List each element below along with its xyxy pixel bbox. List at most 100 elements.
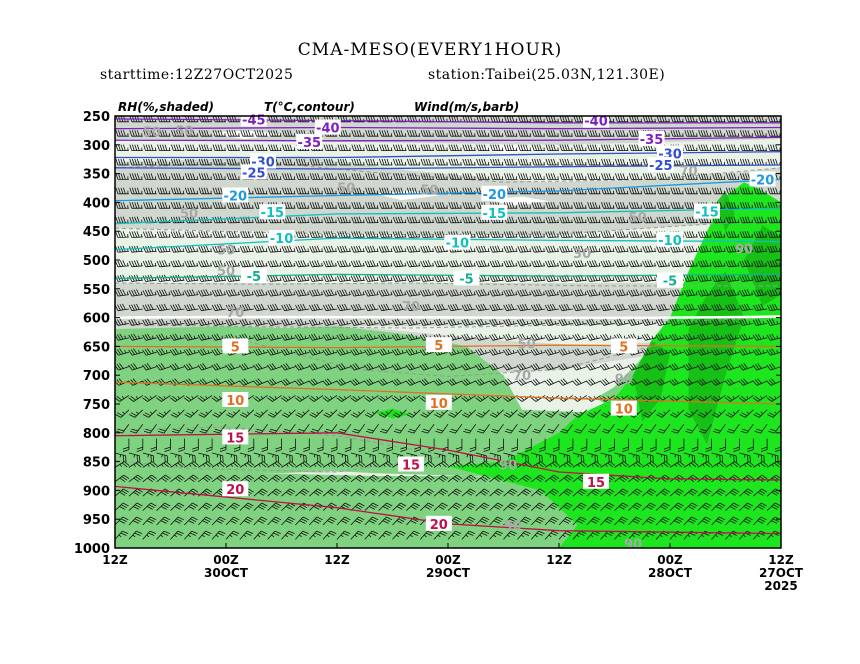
- wind-barb: [766, 516, 781, 526]
- wind-barb: [226, 409, 241, 418]
- wind-barb: [267, 245, 282, 253]
- wind-barb: [559, 231, 573, 238]
- rh-contour-label: 90: [615, 373, 633, 388]
- wind-barb: [308, 378, 324, 386]
- wind-barb: [586, 488, 601, 497]
- wind-barb: [336, 274, 351, 282]
- wind-barb: [115, 337, 116, 339]
- wind-barb: [155, 363, 171, 371]
- wind-barb: [559, 409, 574, 418]
- wind-barb: [142, 348, 157, 356]
- wind-barb: [461, 348, 476, 356]
- wind-barb: [156, 516, 171, 526]
- wind-barb: [697, 333, 712, 341]
- wind-barb: [655, 488, 671, 497]
- wind-barb: [558, 516, 573, 526]
- wind-barb: [155, 348, 171, 356]
- wind-barb: [517, 116, 532, 123]
- wind-barb: [337, 158, 351, 166]
- wind-barb: [587, 423, 601, 434]
- wind-barb: [628, 158, 643, 166]
- wind-barb: [309, 409, 324, 418]
- wind-barb: [461, 502, 476, 511]
- wind-barb: [517, 231, 532, 238]
- temp-label-text: 10: [226, 394, 244, 409]
- wind-barb: [642, 173, 657, 180]
- wind-barb: [712, 173, 726, 180]
- wind-barb: [156, 289, 171, 297]
- wind-barb: [136, 438, 144, 452]
- wind-barb: [628, 488, 643, 497]
- wind-barb: [502, 348, 518, 356]
- wind-barb: [267, 502, 282, 511]
- wind-barb: [766, 530, 781, 540]
- temp-contour-label: -25: [647, 157, 674, 174]
- wind-barb: [198, 187, 213, 195]
- wind-barb: [142, 530, 157, 540]
- wind-barb: [268, 187, 282, 195]
- wind-barb: [392, 409, 407, 418]
- wind-barb: [586, 260, 601, 268]
- wind-barb: [600, 409, 615, 418]
- wind-barb: [628, 274, 643, 282]
- wind-barb: [448, 144, 462, 151]
- wind-barb: [448, 202, 462, 209]
- wind-barb: [115, 474, 130, 483]
- wind-barb: [170, 274, 185, 282]
- wind-barb: [239, 516, 254, 526]
- wind-barb: [350, 260, 365, 268]
- wind-barb: [711, 409, 726, 418]
- wind-barb: [475, 348, 490, 356]
- wind-barb: [502, 395, 518, 402]
- wind-barb: [142, 409, 157, 418]
- wind-barb: [364, 318, 379, 326]
- wind-barb: [336, 348, 352, 356]
- wind-barb: [253, 245, 268, 253]
- wind-barb: [364, 461, 380, 468]
- wind-barb: [323, 187, 337, 195]
- wind-barb: [240, 409, 255, 418]
- temp-label-background: [610, 338, 637, 354]
- wind-barb: [574, 423, 588, 434]
- wind-barb: [157, 423, 171, 434]
- wind-barb: [364, 488, 379, 497]
- wind-barb: [752, 348, 768, 356]
- wind-barb: [504, 173, 518, 180]
- wind-barb: [253, 516, 268, 526]
- wind-barb: [392, 274, 407, 282]
- wind-barb: [419, 530, 434, 540]
- wind-barb: [628, 289, 643, 297]
- wind-barb: [434, 231, 449, 238]
- wind-barb: [767, 409, 781, 418]
- wind-barb: [670, 130, 684, 137]
- temp-contour-line: [115, 432, 781, 481]
- wind-barb: [295, 274, 310, 282]
- wind-barbs: [115, 116, 781, 540]
- wind-barb: [392, 303, 407, 312]
- wind-barb: [488, 363, 504, 371]
- wind-barb: [378, 303, 393, 312]
- wind-barb: [503, 245, 518, 253]
- wind-barb: [254, 130, 268, 137]
- wind-barb: [225, 461, 241, 468]
- wind-barb: [600, 461, 616, 468]
- rh-contour-label: 50: [217, 244, 235, 259]
- wind-barb: [739, 461, 754, 468]
- wind-barb: [766, 502, 781, 511]
- wind-barb: [378, 333, 393, 341]
- wind-barb: [379, 130, 393, 137]
- wind-barb: [448, 130, 462, 137]
- wind-barb: [115, 530, 129, 540]
- wind-barb: [128, 289, 143, 297]
- wind-barb: [573, 130, 587, 137]
- wind-barb: [531, 130, 546, 137]
- wind-barb: [308, 333, 324, 341]
- wind-barb: [212, 173, 226, 180]
- wind-barb: [489, 318, 504, 326]
- wind-barb: [378, 530, 392, 540]
- wind-barb: [629, 423, 643, 434]
- wind-legend-label: Wind(m/s,barb): [414, 100, 519, 114]
- wind-barb: [531, 231, 546, 238]
- wind-barb: [489, 502, 504, 511]
- wind-barb: [266, 378, 282, 386]
